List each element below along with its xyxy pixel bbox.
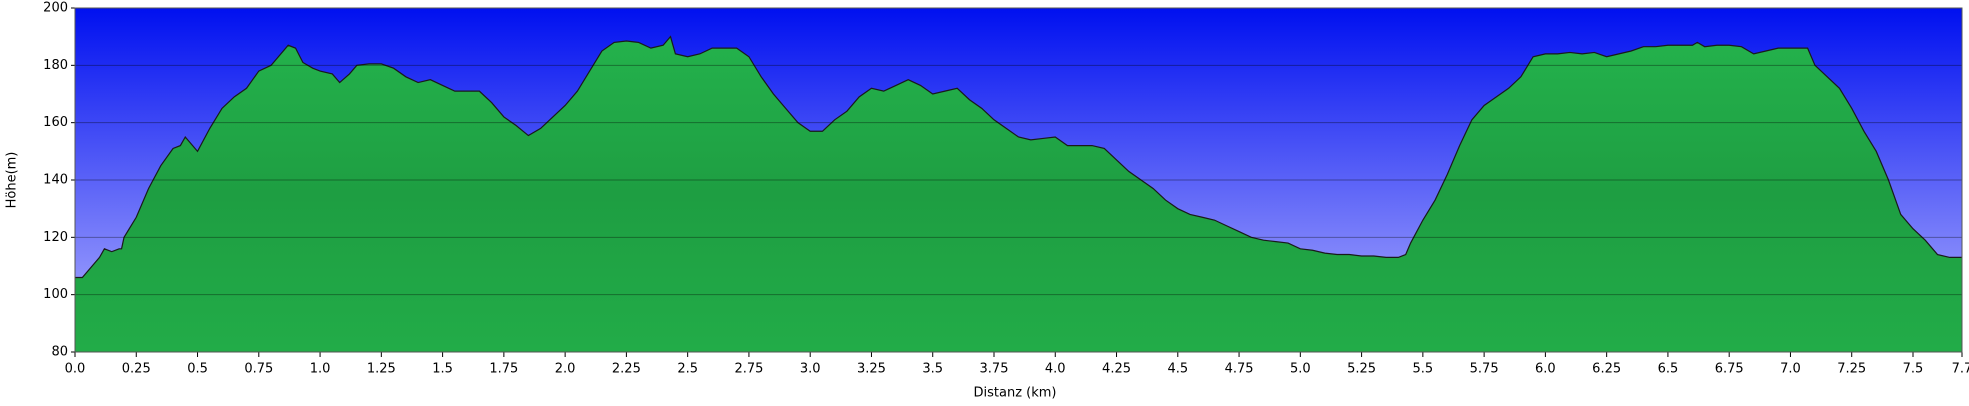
- y-tick-label: 140: [43, 173, 68, 188]
- x-tick-label: 7.5: [1903, 362, 1924, 377]
- x-tick-label: 7.0: [1780, 362, 1801, 377]
- x-tick-label: 6.25: [1592, 362, 1621, 377]
- x-tick-label: 3.0: [800, 362, 821, 377]
- elevation-area: [75, 36, 1962, 353]
- y-tick-label: 160: [43, 115, 68, 130]
- y-tick-label: 200: [43, 1, 68, 16]
- x-tick-label: 0.5: [187, 362, 208, 377]
- x-tick-label: 6.0: [1535, 362, 1556, 377]
- x-tick-label: 5.75: [1470, 362, 1499, 377]
- x-tick-label: 3.75: [980, 362, 1009, 377]
- y-tick-label: 180: [43, 58, 68, 73]
- x-tick-label: 6.75: [1715, 362, 1744, 377]
- x-tick-label: 0.0: [65, 362, 86, 377]
- elevation-line: [75, 35, 1962, 279]
- x-tick-label: 5.5: [1413, 362, 1434, 377]
- x-tick-label: 1.25: [367, 362, 396, 377]
- x-tick-label: 7.25: [1837, 362, 1866, 377]
- y-axis-label: Höhe(m): [5, 152, 20, 209]
- x-tick-label: 5.0: [1290, 362, 1311, 377]
- plot-frame: [74, 7, 1963, 353]
- x-tick-label: 4.25: [1102, 362, 1131, 377]
- y-tick-label: 120: [43, 230, 68, 245]
- x-tick-label: 1.75: [489, 362, 518, 377]
- x-tick-label: 1.5: [432, 362, 453, 377]
- x-tick-label: 2.0: [555, 362, 576, 377]
- x-tick-label: 2.75: [734, 362, 763, 377]
- x-tick-label: 6.5: [1658, 362, 1679, 377]
- x-tick-label: 2.25: [612, 362, 641, 377]
- x-tick-label: 4.0: [1045, 362, 1066, 377]
- x-tick-label: 4.5: [1167, 362, 1188, 377]
- x-tick-label: 3.5: [922, 362, 943, 377]
- y-tick-label: 80: [51, 345, 68, 360]
- y-tick-label: 100: [43, 287, 68, 302]
- x-tick-label: 3.25: [857, 362, 886, 377]
- x-tick-label: 7.7: [1952, 362, 1969, 377]
- x-tick-label: 5.25: [1347, 362, 1376, 377]
- x-tick-label: 0.75: [244, 362, 273, 377]
- x-tick-label: 4.75: [1225, 362, 1254, 377]
- x-tick-label: 0.25: [122, 362, 151, 377]
- x-tick-label: 2.5: [677, 362, 698, 377]
- x-axis-label: Distanz (km): [974, 386, 1057, 401]
- x-tick-label: 1.0: [310, 362, 331, 377]
